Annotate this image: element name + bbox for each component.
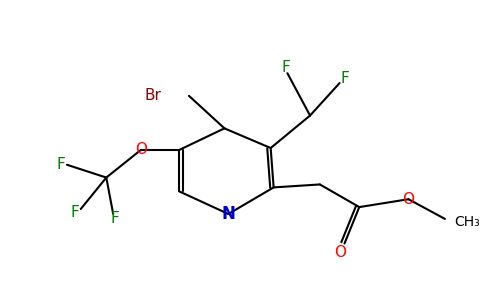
- Text: O: O: [403, 192, 414, 207]
- Text: Br: Br: [144, 88, 161, 104]
- Text: N: N: [221, 205, 235, 223]
- Text: F: F: [111, 212, 120, 226]
- Text: O: O: [135, 142, 147, 158]
- Text: F: F: [57, 157, 65, 172]
- Text: F: F: [340, 70, 349, 86]
- Text: F: F: [281, 60, 290, 75]
- Text: O: O: [334, 245, 347, 260]
- Text: F: F: [71, 206, 79, 220]
- Text: CH₃: CH₃: [455, 215, 481, 229]
